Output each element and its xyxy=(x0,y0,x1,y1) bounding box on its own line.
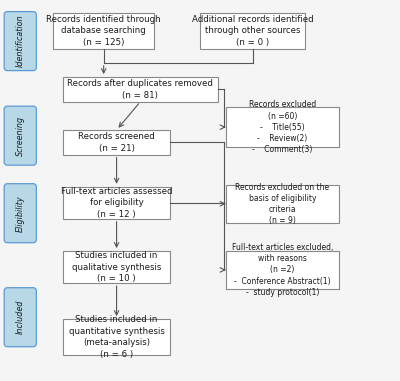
Text: Records excluded
(n =60)
-    Title(55)
-    Review(2)
-    Comment(3): Records excluded (n =60) - Title(55) - R… xyxy=(249,101,316,154)
Text: Records excluded on the
basis of eligibility
criteria
(n = 9): Records excluded on the basis of eligibi… xyxy=(235,182,330,225)
Text: Records screened
(n = 21): Records screened (n = 21) xyxy=(78,132,155,152)
FancyBboxPatch shape xyxy=(200,13,305,49)
FancyBboxPatch shape xyxy=(226,251,339,289)
FancyBboxPatch shape xyxy=(53,13,154,49)
Text: Full-text articles excluded,
with reasons
(n =2)
-  Conference Abstract(1)
-  st: Full-text articles excluded, with reason… xyxy=(232,243,333,297)
FancyBboxPatch shape xyxy=(4,288,36,347)
FancyBboxPatch shape xyxy=(63,187,170,219)
FancyBboxPatch shape xyxy=(226,107,339,147)
FancyBboxPatch shape xyxy=(63,77,218,102)
Text: Identification: Identification xyxy=(16,15,25,67)
Text: Eligibility: Eligibility xyxy=(16,195,25,232)
FancyBboxPatch shape xyxy=(63,319,170,355)
Text: Screening: Screening xyxy=(16,115,25,156)
Text: Studies included in
quantitative synthesis
(meta-analysis)
(n = 6 ): Studies included in quantitative synthes… xyxy=(69,315,164,359)
FancyBboxPatch shape xyxy=(226,185,339,223)
Text: Studies included in
qualitative synthesis
(n = 10 ): Studies included in qualitative synthesi… xyxy=(72,251,161,283)
FancyBboxPatch shape xyxy=(63,130,170,155)
FancyBboxPatch shape xyxy=(63,251,170,283)
Text: Additional records identified
through other sources
(n = 0 ): Additional records identified through ot… xyxy=(192,15,314,46)
Text: Included: Included xyxy=(16,300,25,335)
FancyBboxPatch shape xyxy=(4,106,36,165)
Text: Records identified through
database searching
(n = 125): Records identified through database sear… xyxy=(46,15,161,46)
FancyBboxPatch shape xyxy=(4,184,36,243)
Text: Full-text articles assessed
for eligibility
(n = 12 ): Full-text articles assessed for eligibil… xyxy=(61,187,172,219)
Text: Records after duplicates removed
(n = 81): Records after duplicates removed (n = 81… xyxy=(68,79,213,99)
FancyBboxPatch shape xyxy=(4,11,36,70)
